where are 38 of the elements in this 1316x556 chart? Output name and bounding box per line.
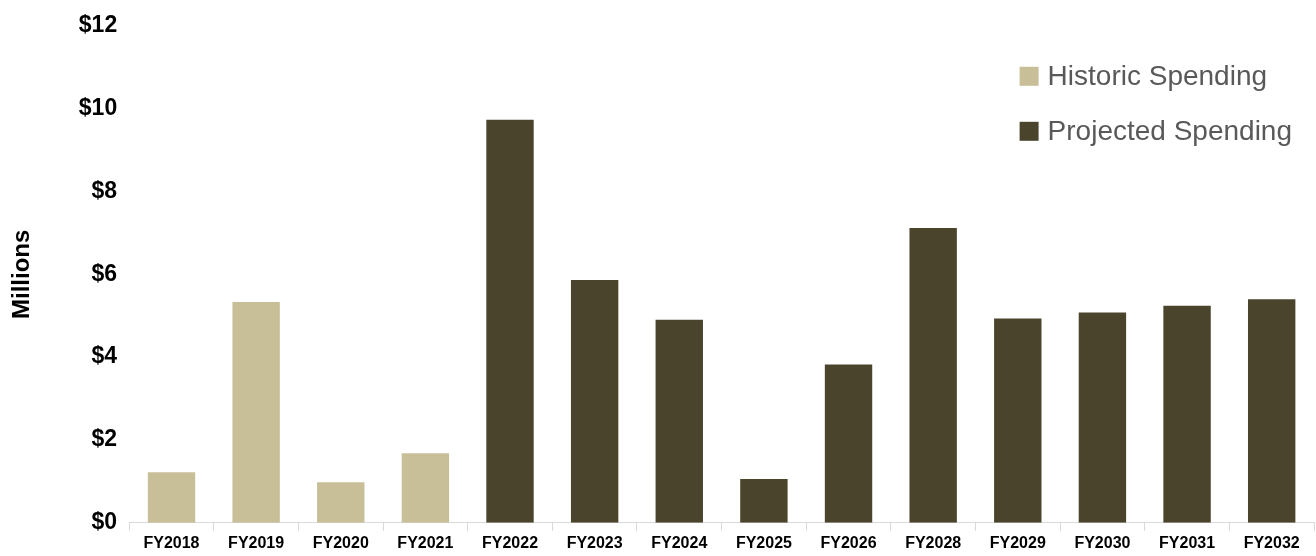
bar — [824, 364, 873, 523]
y-tick-label: $6 — [91, 259, 118, 286]
x-tick-label: FY2031 — [1159, 533, 1216, 551]
y-tick-label: $2 — [91, 425, 118, 452]
bar — [147, 472, 196, 523]
x-tick-label: FY2025 — [735, 533, 793, 551]
bar — [486, 119, 534, 523]
y-tick-label: $0 — [91, 508, 118, 535]
y-tick-label: $4 — [91, 342, 118, 369]
x-tick-label: FY2019 — [228, 533, 285, 551]
y-axis-title: Millions — [7, 229, 35, 319]
x-tick-label: FY2030 — [1074, 533, 1131, 551]
x-tick-label: FY2018 — [143, 533, 200, 551]
bar — [317, 482, 365, 523]
bar — [740, 478, 788, 523]
x-tick-label: FY2021 — [397, 533, 454, 551]
bar — [1247, 299, 1296, 523]
bar — [570, 280, 619, 523]
legend-label: Historic Spending — [1047, 59, 1268, 91]
bar — [994, 318, 1042, 523]
bar — [401, 453, 450, 523]
x-tick-label: FY2024 — [651, 533, 708, 551]
bar — [909, 227, 957, 523]
x-tick-label: FY2028 — [905, 533, 962, 551]
y-tick-label: $8 — [91, 176, 118, 203]
x-tick-label: FY2032 — [1243, 533, 1300, 551]
bar — [232, 302, 280, 523]
x-tick-label: FY2023 — [566, 533, 623, 551]
bar — [1163, 305, 1211, 523]
x-tick-label: FY2020 — [312, 533, 369, 551]
y-tick-label: $10 — [78, 93, 118, 120]
x-tick-label: FY2022 — [481, 533, 539, 551]
x-tick-label: FY2029 — [989, 533, 1046, 551]
legend-label: Projected Spending — [1047, 114, 1293, 146]
bar — [655, 319, 703, 523]
bar — [1078, 312, 1127, 523]
y-tick-label: $12 — [78, 11, 118, 38]
x-tick-label: FY2026 — [820, 533, 877, 551]
